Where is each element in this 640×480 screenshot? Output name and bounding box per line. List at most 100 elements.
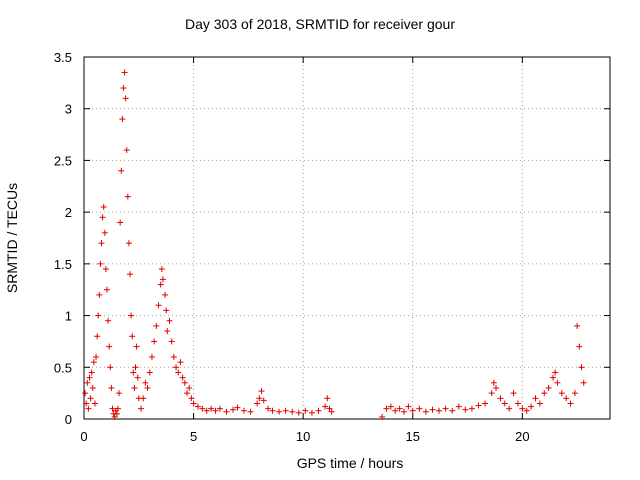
- data-point: [177, 359, 184, 366]
- data-point: [157, 281, 164, 288]
- data-point: [131, 384, 138, 391]
- plot-frame: [83, 56, 611, 420]
- data-point: [190, 400, 197, 407]
- data-point: [108, 384, 115, 391]
- data-point: [188, 395, 195, 402]
- data-point: [127, 271, 134, 278]
- data-point: [155, 302, 162, 309]
- data-point: [94, 333, 101, 340]
- data-point: [117, 219, 124, 226]
- data-point: [230, 406, 237, 413]
- data-point: [506, 405, 513, 412]
- data-point: [387, 403, 394, 410]
- data-point: [545, 384, 552, 391]
- data-point: [442, 405, 449, 412]
- tick-labels: 0 5 10 15 20 0 0.5 1 1.5 2 2.5 3 3.5: [54, 50, 530, 444]
- data-point: [322, 403, 329, 410]
- data-point: [223, 408, 230, 415]
- data-point: [109, 405, 116, 412]
- data-point: [137, 405, 144, 412]
- data-point: [550, 374, 557, 381]
- data-point: [571, 390, 578, 397]
- grid: [84, 57, 610, 419]
- data-point: [170, 353, 177, 360]
- data-point: [574, 322, 581, 329]
- data-point: [514, 400, 521, 407]
- data-point: [163, 307, 170, 314]
- y-tick-label-0.5: 0.5: [54, 360, 72, 375]
- data-point: [194, 403, 201, 410]
- data-point: [416, 405, 423, 412]
- data-point: [186, 384, 193, 391]
- data-point: [308, 409, 315, 416]
- data-point: [216, 405, 223, 412]
- data-point: [88, 369, 95, 376]
- data-point: [107, 364, 114, 371]
- data-point: [558, 390, 565, 397]
- y-tick-label-1: 1: [65, 309, 72, 324]
- data-point: [121, 69, 128, 76]
- data-point: [142, 379, 149, 386]
- data-point: [162, 291, 169, 298]
- data-point: [144, 384, 151, 391]
- data-point: [523, 407, 530, 414]
- data-point: [97, 260, 104, 267]
- data-point: [328, 408, 335, 415]
- data-point: [276, 408, 283, 415]
- x-tick-label-15: 15: [406, 429, 420, 444]
- data-point: [90, 359, 97, 366]
- data-point: [429, 406, 436, 413]
- y-tick-label-0: 0: [65, 412, 72, 427]
- data-point: [519, 405, 526, 412]
- data-point: [87, 395, 94, 402]
- data-point: [101, 229, 108, 236]
- data-point: [468, 405, 475, 412]
- data-point: [114, 405, 121, 412]
- data-point: [99, 214, 106, 221]
- data-point: [128, 312, 135, 319]
- data-point: [120, 85, 127, 92]
- data-point: [541, 390, 548, 397]
- data-point: [302, 407, 309, 414]
- y-tick-label-3: 3: [65, 102, 72, 117]
- data-point: [104, 286, 111, 293]
- x-axis-label: GPS time / hours: [296, 455, 404, 471]
- y-tick-label-3.5: 3.5: [54, 50, 72, 65]
- data-point: [567, 400, 574, 407]
- data-point: [95, 312, 102, 319]
- data-point: [258, 388, 265, 395]
- data-point: [119, 116, 126, 123]
- x-tick-label-0: 0: [80, 429, 87, 444]
- data-point: [89, 384, 96, 391]
- data-point: [140, 395, 147, 402]
- data-point: [324, 395, 331, 402]
- data-point: [260, 397, 267, 404]
- data-point: [105, 317, 112, 324]
- data-point: [129, 333, 136, 340]
- data-point: [83, 400, 90, 407]
- data-point: [116, 390, 123, 397]
- data-point: [475, 402, 482, 409]
- data-point: [396, 405, 403, 412]
- data-point: [254, 400, 261, 407]
- data-point: [100, 203, 107, 210]
- data-point: [282, 407, 289, 414]
- data-point: [130, 369, 137, 376]
- data-point: [146, 369, 153, 376]
- data-point: [580, 379, 587, 386]
- data-points: [82, 69, 587, 420]
- data-point: [265, 405, 272, 412]
- data-point: [405, 403, 412, 410]
- data-point: [91, 400, 98, 407]
- data-point: [212, 407, 219, 414]
- data-point: [497, 395, 504, 402]
- data-point: [208, 405, 215, 412]
- data-point: [383, 405, 390, 412]
- data-point: [106, 343, 113, 350]
- data-point: [125, 240, 132, 247]
- data-point: [532, 395, 539, 402]
- data-point: [159, 276, 166, 283]
- data-point: [576, 343, 583, 350]
- x-tick-label-5: 5: [190, 429, 197, 444]
- chart-title: Day 303 of 2018, SRMTID for receiver gou…: [184, 16, 455, 32]
